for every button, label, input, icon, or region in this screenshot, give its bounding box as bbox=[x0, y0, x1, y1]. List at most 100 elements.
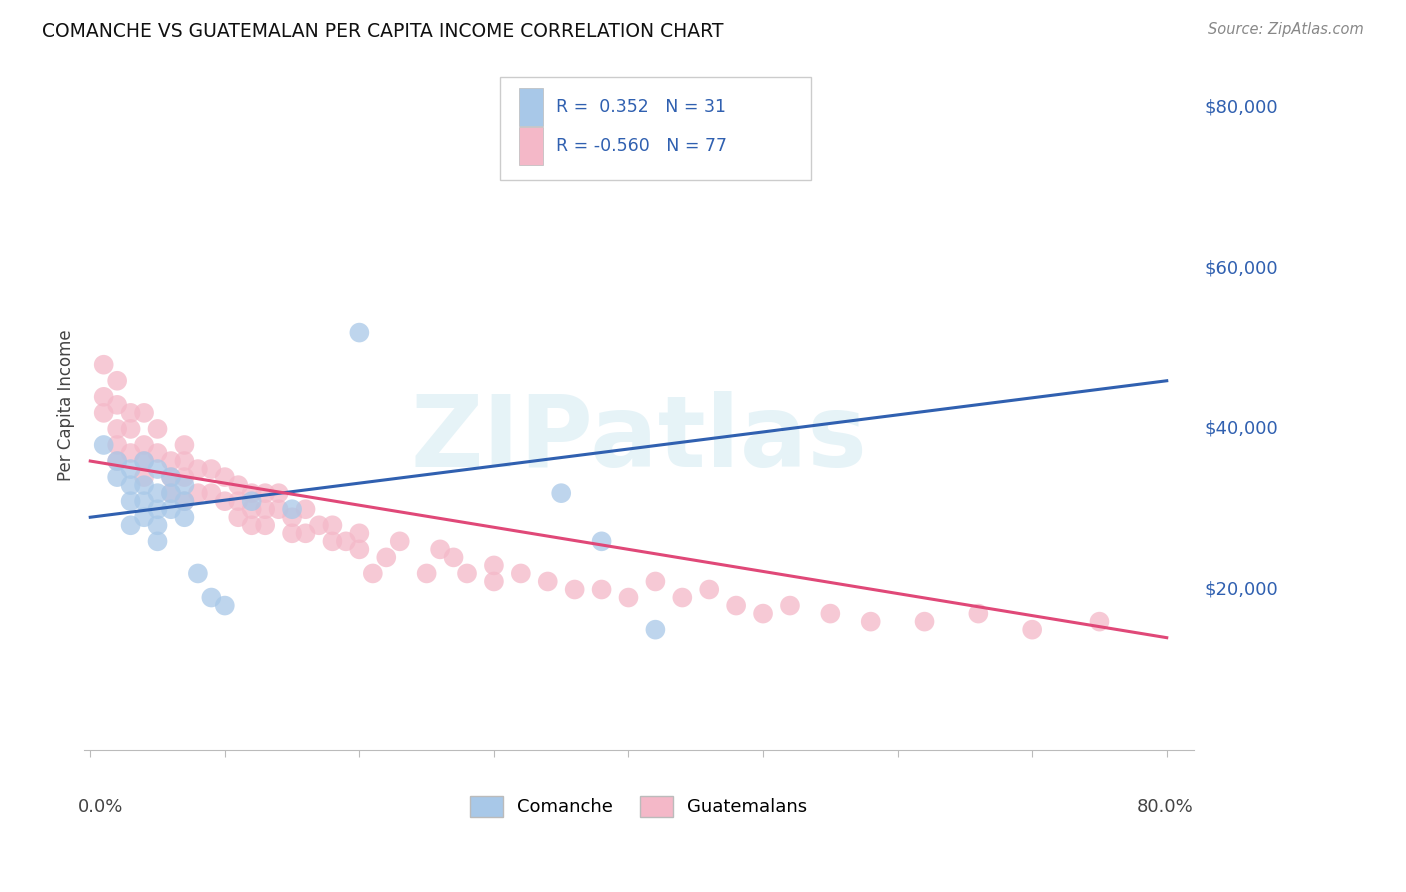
Point bbox=[132, 454, 155, 468]
Point bbox=[214, 494, 236, 508]
Point bbox=[254, 486, 277, 500]
Point bbox=[120, 422, 142, 436]
Point bbox=[132, 438, 155, 452]
Point bbox=[914, 615, 936, 629]
Point bbox=[240, 518, 263, 533]
Text: $40,000: $40,000 bbox=[1205, 420, 1278, 438]
Point bbox=[187, 462, 209, 476]
Point bbox=[697, 582, 720, 597]
Point bbox=[160, 470, 183, 484]
Point bbox=[591, 534, 613, 549]
Point bbox=[226, 478, 249, 492]
Point bbox=[93, 358, 115, 372]
Point bbox=[859, 615, 882, 629]
Point bbox=[146, 462, 169, 476]
Point bbox=[105, 438, 128, 452]
Point bbox=[267, 486, 290, 500]
FancyBboxPatch shape bbox=[519, 127, 543, 165]
Text: $80,000: $80,000 bbox=[1205, 99, 1278, 117]
Point bbox=[725, 599, 748, 613]
Point bbox=[105, 454, 128, 468]
Point bbox=[226, 510, 249, 524]
Point bbox=[550, 486, 572, 500]
Point bbox=[120, 494, 142, 508]
Point bbox=[120, 446, 142, 460]
Point bbox=[173, 478, 195, 492]
Text: Source: ZipAtlas.com: Source: ZipAtlas.com bbox=[1208, 22, 1364, 37]
Point bbox=[779, 599, 801, 613]
Point bbox=[361, 566, 384, 581]
Point bbox=[105, 398, 128, 412]
Point bbox=[254, 518, 277, 533]
Point bbox=[200, 591, 222, 605]
Point bbox=[967, 607, 990, 621]
Point bbox=[429, 542, 451, 557]
Point bbox=[644, 574, 666, 589]
Point bbox=[214, 599, 236, 613]
Point bbox=[321, 518, 343, 533]
Point bbox=[132, 478, 155, 492]
Point bbox=[160, 454, 183, 468]
Point bbox=[349, 542, 371, 557]
Point bbox=[591, 582, 613, 597]
Point bbox=[240, 486, 263, 500]
Point bbox=[146, 502, 169, 516]
Text: $60,000: $60,000 bbox=[1205, 260, 1278, 277]
Point bbox=[132, 406, 155, 420]
Point bbox=[308, 518, 330, 533]
Point bbox=[443, 550, 465, 565]
Point bbox=[105, 374, 128, 388]
Point bbox=[160, 486, 183, 500]
Point bbox=[105, 422, 128, 436]
Point bbox=[644, 623, 666, 637]
Point bbox=[120, 478, 142, 492]
Point bbox=[240, 494, 263, 508]
Point bbox=[173, 494, 195, 508]
Point bbox=[173, 470, 195, 484]
Point bbox=[132, 510, 155, 524]
Point bbox=[146, 486, 169, 500]
Point bbox=[294, 502, 316, 516]
Point bbox=[146, 446, 169, 460]
Point bbox=[349, 526, 371, 541]
Point bbox=[564, 582, 586, 597]
Text: 0.0%: 0.0% bbox=[77, 798, 124, 816]
Point bbox=[105, 470, 128, 484]
Point bbox=[105, 454, 128, 468]
Point bbox=[146, 422, 169, 436]
Point bbox=[671, 591, 693, 605]
Point bbox=[335, 534, 357, 549]
Text: $20,000: $20,000 bbox=[1205, 581, 1278, 599]
Point bbox=[120, 518, 142, 533]
Point bbox=[281, 510, 304, 524]
Point bbox=[281, 526, 304, 541]
Point bbox=[375, 550, 398, 565]
Point bbox=[173, 438, 195, 452]
Point bbox=[254, 502, 277, 516]
Point bbox=[146, 534, 169, 549]
Point bbox=[173, 454, 195, 468]
Point bbox=[132, 470, 155, 484]
Point bbox=[146, 518, 169, 533]
Point bbox=[752, 607, 775, 621]
Point bbox=[240, 502, 263, 516]
Point bbox=[1021, 623, 1043, 637]
Point bbox=[321, 534, 343, 549]
Point bbox=[187, 566, 209, 581]
Point bbox=[482, 558, 505, 573]
Point bbox=[93, 390, 115, 404]
Point bbox=[820, 607, 842, 621]
Point bbox=[132, 454, 155, 468]
Point bbox=[160, 486, 183, 500]
Text: COMANCHE VS GUATEMALAN PER CAPITA INCOME CORRELATION CHART: COMANCHE VS GUATEMALAN PER CAPITA INCOME… bbox=[42, 22, 724, 41]
Point bbox=[537, 574, 560, 589]
Point bbox=[173, 494, 195, 508]
Text: R = -0.560   N = 77: R = -0.560 N = 77 bbox=[557, 136, 727, 155]
Point bbox=[226, 494, 249, 508]
Point bbox=[617, 591, 640, 605]
Point bbox=[349, 326, 371, 340]
Point bbox=[281, 502, 304, 516]
Point bbox=[187, 486, 209, 500]
Point bbox=[132, 494, 155, 508]
Point bbox=[482, 574, 505, 589]
